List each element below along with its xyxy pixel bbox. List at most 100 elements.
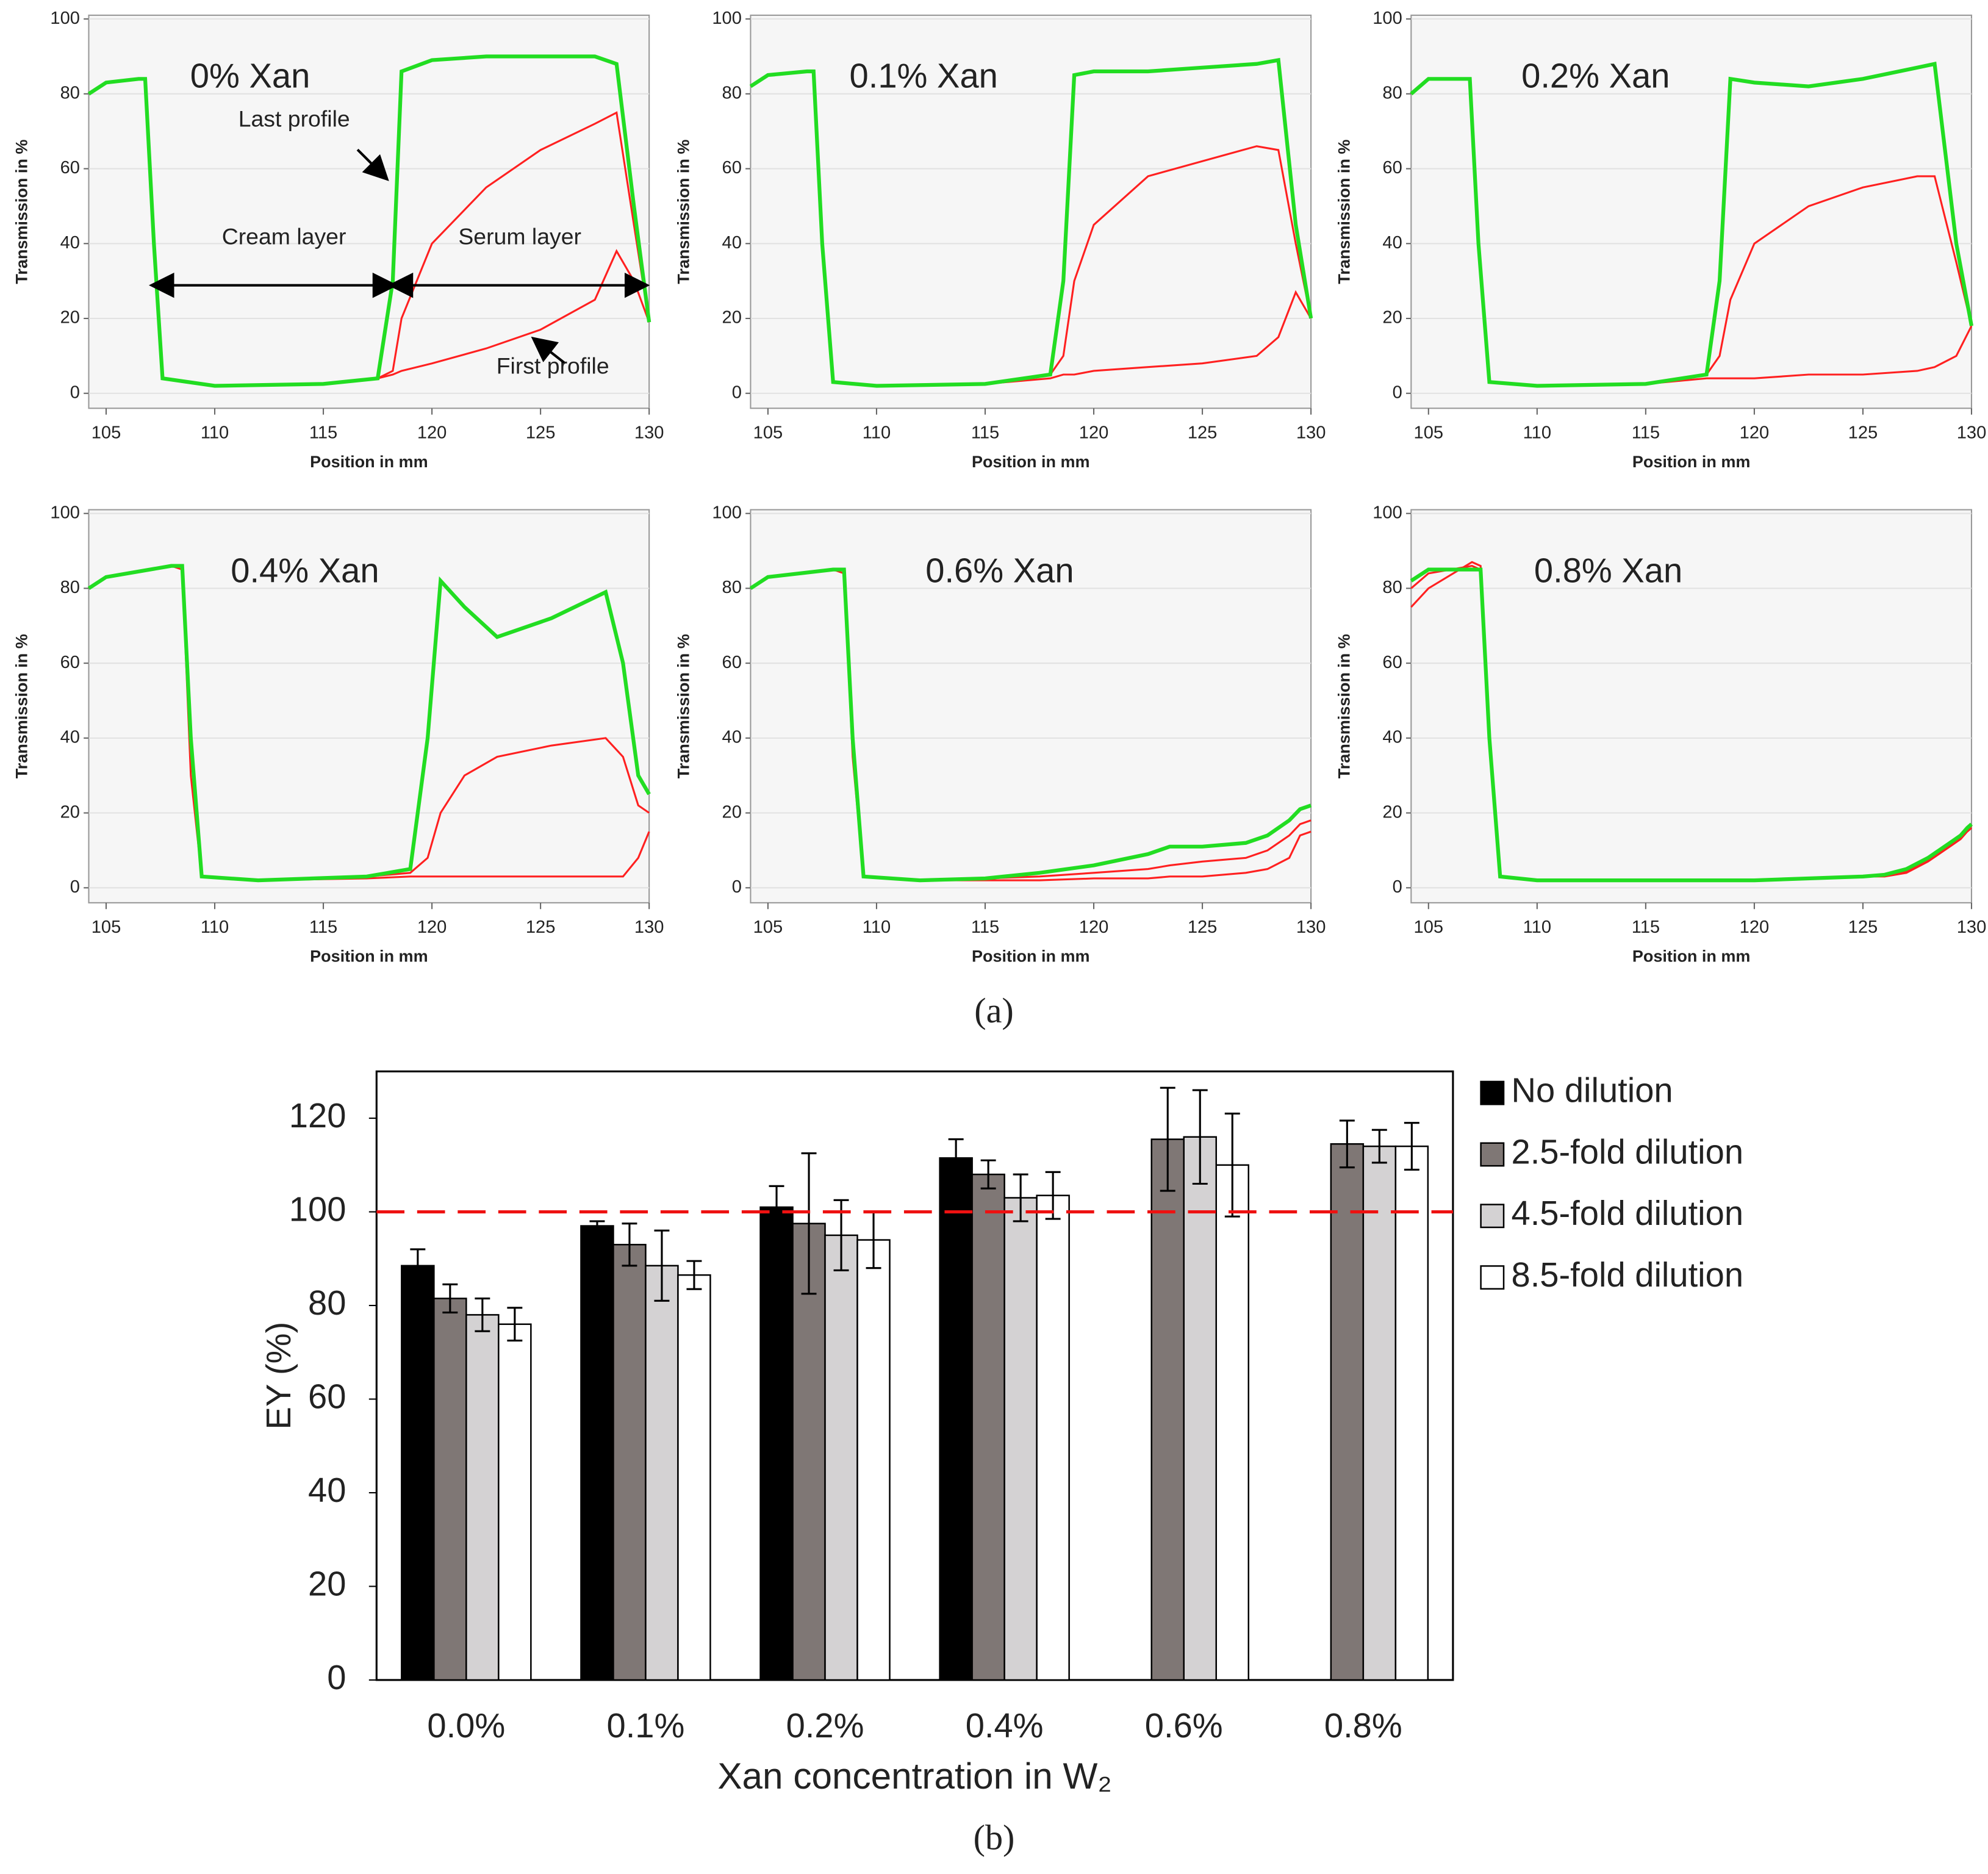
y-tick-label: 0 [70,382,80,402]
y-tick-label: 0 [70,877,80,897]
y-axis-label: Transmission in % [1335,140,1353,284]
profile-line [87,54,651,388]
y-tick-label: 40 [60,728,80,747]
error-bar [686,1260,702,1290]
x-tick-label: 115 [309,917,337,937]
x-tick-label: 110 [863,423,891,443]
x-tick-label: 125 [526,917,556,937]
y-tick-label: 60 [722,158,742,178]
x-tick-label: 110 [1523,917,1551,937]
y-tick-label: 100 [50,9,80,28]
y-tick-label: 80 [60,578,80,597]
error-bar [1339,1119,1355,1169]
x-tick-label: 0.8% [1324,1706,1402,1745]
y-tick-label: 80 [722,578,742,597]
x-tick-label: 120 [417,423,447,443]
x-tick-label: 110 [863,917,891,937]
y-tick-label: 40 [1382,728,1402,747]
y-tick-label: 40 [1382,233,1402,253]
y-tick-label: 100 [50,503,80,522]
x-tick-label: 0.4% [966,1706,1044,1745]
error-bar [1160,1086,1175,1192]
bar [498,1323,532,1681]
y-tick-label: 0 [1393,382,1402,402]
x-tick-label: 130 [634,917,664,937]
panel-label: (b) [974,1817,1015,1857]
x-tick-label: 0.6% [1145,1706,1223,1745]
y-tick-label: 60 [1382,158,1402,178]
x-tick-label: 115 [1632,917,1660,937]
y-tick-label: 60 [722,653,742,672]
x-axis-label: Position in mm [972,453,1090,471]
y-tick-label: 0 [1393,877,1402,897]
bar [465,1314,500,1681]
y-tick-label: 100 [712,503,742,522]
y-axis-label: Transmission in % [13,634,31,778]
y-tick-label: 0 [327,1658,346,1696]
y-tick-label: 60 [60,158,80,178]
x-tick-label: 115 [309,423,337,443]
x-tick-label: 120 [1079,917,1109,937]
x-axis-label: Position in mm [1632,453,1751,471]
x-tick-label: 110 [201,423,229,443]
arrow [356,148,389,181]
error-bar [769,1185,784,1229]
y-tick-label: 20 [60,308,80,328]
bar [1183,1136,1217,1681]
annotation: Serum layer [458,224,581,250]
chart-title: 0.2% Xan [1521,57,1670,95]
annotation: Cream layer [222,224,346,250]
x-tick-label: 105 [753,423,783,443]
error-bar [948,1138,964,1178]
x-tick-label: 105 [1414,423,1444,443]
bar [856,1239,891,1681]
profile-line [88,565,650,881]
bar [612,1244,647,1681]
y-tick-label: 120 [289,1096,346,1135]
bar [1150,1138,1185,1681]
error-bar [654,1229,670,1302]
x-tick-label: 120 [1740,917,1770,937]
y-tick-label: 100 [1373,9,1402,28]
x-tick-label: 125 [526,423,556,443]
error-bar [980,1159,996,1190]
legend-swatch [1480,1142,1505,1167]
y-tick-label: 20 [1382,802,1402,822]
bar [1362,1145,1397,1681]
x-axis-label: Position in mm [972,947,1090,965]
x-tick-label: 125 [1188,423,1218,443]
legend-label: No dilution [1512,1071,1673,1109]
x-tick-label: 115 [971,917,999,937]
y-tick-label: 40 [722,233,742,253]
y-tick-label: 80 [308,1283,346,1322]
bar [433,1298,467,1681]
y-axis-label: Transmission in % [1335,634,1353,778]
bar [939,1157,973,1681]
error-bar [589,1220,605,1232]
bar [792,1222,826,1681]
y-axis-label: Transmission in % [675,140,693,284]
legend-swatch [1480,1265,1505,1290]
x-tick-label: 110 [201,917,229,937]
plot-area [1410,14,1973,409]
y-tick-label: 80 [1382,578,1402,597]
legend-label: 4.5-fold dilution [1512,1194,1744,1232]
y-tick-label: 20 [722,308,742,328]
bar [401,1265,435,1681]
x-tick-label: 125 [1188,917,1218,937]
y-tick-label: 80 [60,84,80,103]
chart-title: 0.6% Xan [925,551,1074,589]
x-tick-label: 115 [1632,423,1660,443]
legend-label: 8.5-fold dilution [1512,1255,1744,1294]
x-tick-label: 120 [417,917,447,937]
bar [1330,1143,1365,1681]
error-bar [622,1222,637,1267]
y-tick-label: 60 [60,653,80,672]
bar [824,1234,858,1681]
error-bar [1224,1112,1240,1218]
y-tick-label: 100 [1373,503,1402,522]
x-tick-label: 120 [1740,423,1770,443]
x-tick-label: 130 [634,423,664,443]
bar [677,1274,711,1681]
